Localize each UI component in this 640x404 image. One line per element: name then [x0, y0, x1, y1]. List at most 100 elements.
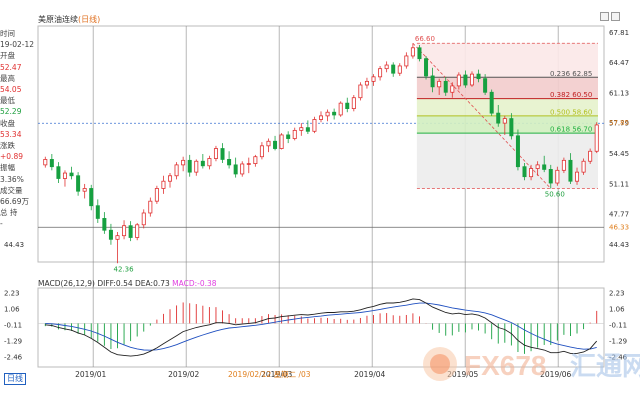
candle-body — [502, 118, 507, 124]
y-tick-label: 57.79 — [609, 120, 629, 128]
info-value: 19-02-12 — [0, 40, 35, 50]
fib-zone — [416, 43, 598, 78]
macd-y-tick-left: -0.11 — [4, 321, 22, 329]
candle-body — [345, 102, 350, 110]
candle-body — [227, 159, 232, 166]
candle-body — [122, 225, 127, 237]
macd-params: MACD(26,12,9) — [38, 279, 95, 288]
macd-dea-value: 0.73 — [153, 279, 170, 288]
candle-body — [325, 111, 330, 117]
candle-body — [404, 55, 409, 67]
candle-body — [443, 80, 448, 93]
candle-body — [424, 58, 429, 77]
y-tick-label-left: 44.43 — [4, 241, 24, 249]
candle-body — [391, 64, 396, 74]
candle-body — [529, 168, 534, 178]
macd-y-tick: -1.29 — [609, 337, 627, 345]
candle-body — [410, 47, 415, 57]
info-label: 总 持 — [0, 208, 18, 218]
macd-y-tick-left: -2.46 — [4, 353, 23, 361]
candle-body — [489, 91, 494, 114]
candle-body — [233, 164, 238, 175]
chart-period: (日线) — [78, 15, 101, 24]
candle-body — [135, 224, 140, 238]
candle-body — [95, 205, 100, 219]
candle-body — [62, 172, 67, 179]
candle-body — [496, 112, 501, 124]
candle-body — [430, 75, 435, 88]
candle-body — [174, 164, 179, 177]
candle-body — [141, 212, 146, 226]
cursor-date-label: 2019/02/12 星期二 /03 — [228, 370, 311, 379]
info-value: 3.36% — [0, 174, 24, 184]
candle-body — [246, 163, 251, 165]
candle-body — [286, 134, 291, 139]
candle-body — [259, 145, 264, 158]
fib-zone — [416, 98, 598, 116]
y-tick-label: 54.45 — [609, 150, 629, 158]
candle-body — [305, 127, 310, 132]
diff-line — [45, 298, 598, 357]
candle-body — [450, 85, 455, 93]
price-pane-frame — [37, 25, 605, 263]
macd-y-tick: -0.11 — [609, 321, 627, 329]
y-tick-label: 51.11 — [609, 180, 629, 188]
candle-body — [89, 188, 94, 207]
minimize-icon[interactable] — [600, 12, 609, 21]
info-label: 涨跌 — [0, 141, 15, 151]
macd-y-tick-left: 1.06 — [4, 305, 20, 313]
candle-body — [509, 118, 514, 137]
info-value: 66.69万 — [0, 197, 29, 207]
candle-body — [213, 148, 218, 159]
info-label: 最低 — [0, 96, 15, 106]
info-label: 收盘 — [0, 118, 15, 128]
y-tick-label: 44.43 — [609, 241, 629, 249]
y-tick-label: 47.77 — [609, 211, 629, 219]
x-tick-label: 2019/02 — [168, 370, 199, 379]
candle-body — [82, 188, 87, 192]
candle-body — [102, 218, 107, 231]
candle-body — [463, 74, 468, 86]
candle-body — [575, 171, 580, 182]
y-tick-label: 61.13 — [609, 89, 629, 97]
period-tag[interactable]: 日线 — [4, 373, 26, 385]
fib-level-label: 0.382 60.50 — [550, 91, 592, 99]
candle-body — [76, 175, 81, 192]
info-label: 时间 — [0, 29, 15, 38]
candle-body — [568, 159, 573, 182]
maximize-icon[interactable] — [611, 12, 620, 21]
candle-body — [69, 172, 74, 177]
ref-line-label: 46.33 — [609, 224, 629, 232]
x-tick-label: 2019/03 — [261, 370, 292, 379]
candle-body — [43, 159, 48, 166]
fib-trend-line — [412, 42, 552, 189]
chart-title: 美原油连续(日线) — [38, 14, 100, 25]
x-tick-label: 2019/04 — [354, 370, 385, 379]
candle-body — [187, 159, 192, 173]
high-annotation: 66.60 — [415, 35, 435, 43]
macd-y-tick-left: 2.23 — [4, 290, 20, 298]
candle-body — [437, 80, 442, 88]
macd-hist-value: -0.38 — [197, 279, 217, 288]
candle-body — [273, 140, 278, 149]
candle-body — [194, 160, 199, 173]
bottom-annotation: 42.36 — [113, 265, 134, 273]
candle-body — [371, 76, 376, 82]
candle-body — [56, 166, 61, 179]
candle-body — [128, 225, 133, 238]
macd-header: MACD(26,12,9) DIFF:0.54 DEA:0.73 MACD:-0… — [38, 279, 217, 288]
macd-y-tick: -2.46 — [609, 353, 628, 361]
candle-body — [555, 169, 560, 184]
candle-body — [469, 73, 474, 86]
info-value: 52.47 — [0, 62, 22, 72]
candle-body — [364, 80, 369, 86]
candle-body — [318, 115, 323, 120]
candle-body — [108, 229, 113, 240]
candle-body — [148, 200, 153, 214]
candle-body — [581, 160, 586, 173]
info-value: 52.29 — [0, 107, 22, 117]
candle-body — [332, 111, 337, 116]
candle-body — [417, 47, 422, 60]
info-label: 成交量 — [0, 185, 23, 195]
svg-text:FX678: FX678 — [464, 350, 547, 381]
